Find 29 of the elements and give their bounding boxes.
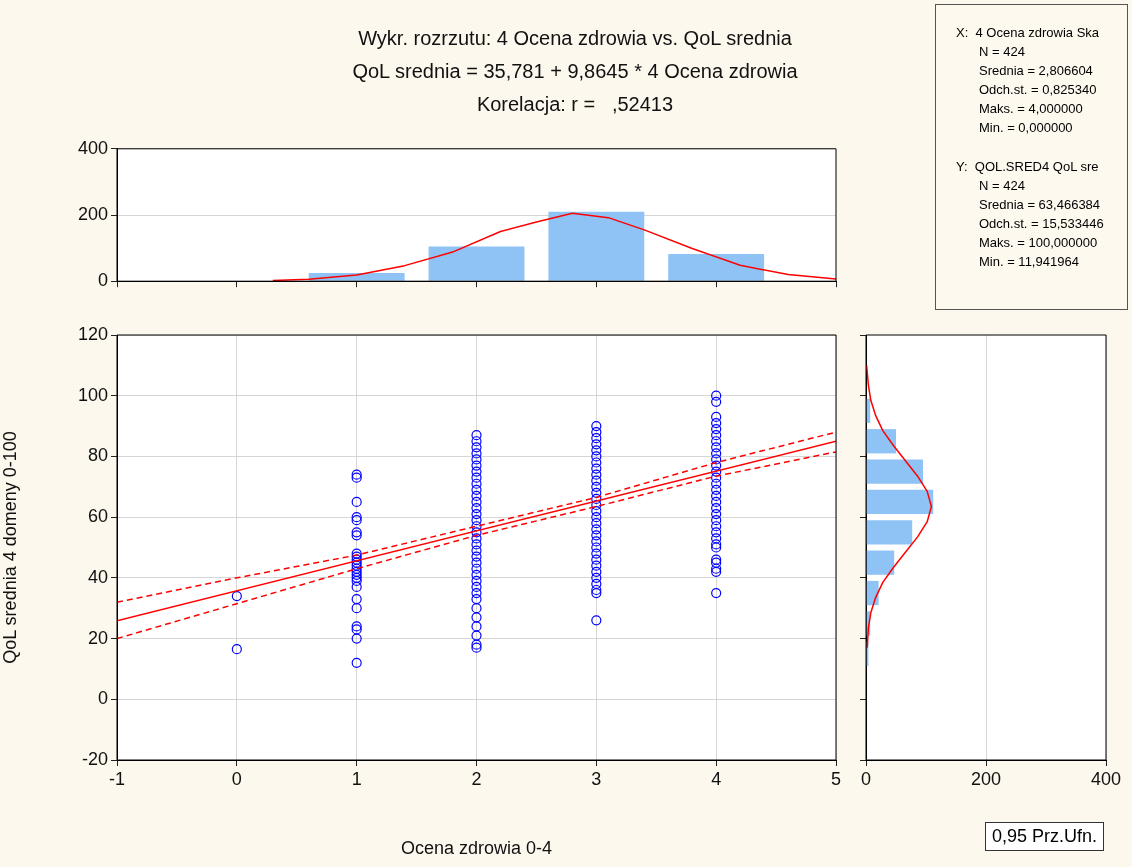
y-tick-label: 120 [77,323,108,344]
y-tick-label: 200 [77,203,108,224]
text: Wykr. rozrzutu: 4 Ocena zdrowia vs. QoL srednia [357,26,793,51]
y-tick-label: 400 [77,137,108,158]
x-tick-label: 3 [591,768,602,789]
y-tick-label: 60 [87,506,108,527]
text: Korelacja: r = ,52413 [475,92,675,117]
text: 0,95 Prz.Ufn. [985,822,1105,851]
y-tick-label: 0 [97,270,108,291]
x-tick-label: 4 [711,768,722,789]
text: X: 4 Ocena zdrowia Ska N = 424 Srednia = 2,806604 Odch.st. = 0,825340 Maks. = 4,000000 Min. = 0,000000 [956,24,1101,137]
y-axis-title: QoL srednia 4 domeny 0-100 [0,431,20,664]
x-tick-label: 400 [1090,768,1122,789]
x-tick-label: 5 [830,768,842,789]
x-tick-label: 0 [231,768,242,789]
x-tick-label: 2 [471,768,482,789]
x-axis-title: Ocena zdrowia 0-4 [400,838,553,859]
y-tick-label: 20 [87,627,108,648]
y-tick-label: 0 [97,688,108,709]
text: QoL srednia = 35,781 + 9,8645 * 4 Ocena zdrowia [351,59,799,84]
y-tick-label: 100 [77,384,108,405]
y-tick-label: 80 [87,445,108,466]
x-tick-label: 200 [970,768,1002,789]
text: Y: QOL.SRED4 QoL sre N = 424 Srednia = 63,466384 Odch.st. = 15,533446 Maks. = 100,000000 Min. = 11,941964 [956,158,1105,271]
x-tick-label: -1 [108,768,126,789]
y-tick-label: 40 [87,566,108,587]
x-tick-label: 0 [860,768,872,789]
x-tick-label: 1 [351,768,362,789]
y-tick-label: -20 [81,748,108,769]
